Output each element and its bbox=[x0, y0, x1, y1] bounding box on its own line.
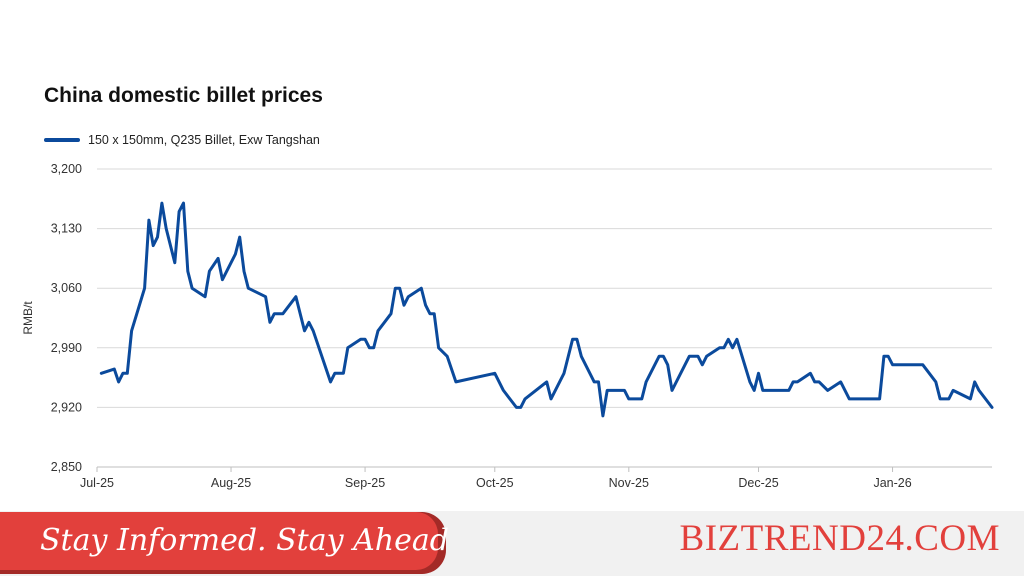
series-line bbox=[99, 201, 994, 418]
x-tick-label: Oct-25 bbox=[476, 476, 514, 490]
tagline-text: Stay Informed. Stay Ahead bbox=[40, 523, 449, 558]
legend-label: 150 x 150mm, Q235 Billet, Exw Tangshan bbox=[88, 133, 320, 147]
legend-swatch bbox=[44, 138, 80, 142]
x-tick-label: Jan-26 bbox=[873, 476, 911, 490]
x-tick-label: Aug-25 bbox=[211, 476, 251, 490]
chart-title: China domestic billet prices bbox=[44, 84, 323, 107]
x-tick-label: Dec-25 bbox=[738, 476, 778, 490]
y-tick-label: 3,200 bbox=[51, 162, 82, 176]
y-tick-label: 2,850 bbox=[51, 460, 82, 474]
brand-logo-text: BIZTREND24.COM bbox=[679, 518, 1000, 559]
x-tick-label: Jul-25 bbox=[80, 476, 114, 490]
tagline-banner bbox=[0, 512, 438, 570]
chart-legend: 150 x 150mm, Q235 Billet, Exw Tangshan bbox=[44, 133, 320, 147]
y-tick-label: 2,990 bbox=[51, 341, 82, 355]
y-tick-label: 2,920 bbox=[51, 400, 82, 414]
x-tick-label: Nov-25 bbox=[609, 476, 649, 490]
y-axis-title: RMB/t bbox=[21, 301, 35, 335]
y-tick-label: 3,060 bbox=[51, 281, 82, 295]
y-tick-label: 3,130 bbox=[51, 222, 82, 236]
x-tick-label: Sep-25 bbox=[345, 476, 385, 490]
line-chart: 2,850 2,920 2,990 3,060 3,130 3,200 Jul-25 Aug-… bbox=[21, 162, 994, 490]
